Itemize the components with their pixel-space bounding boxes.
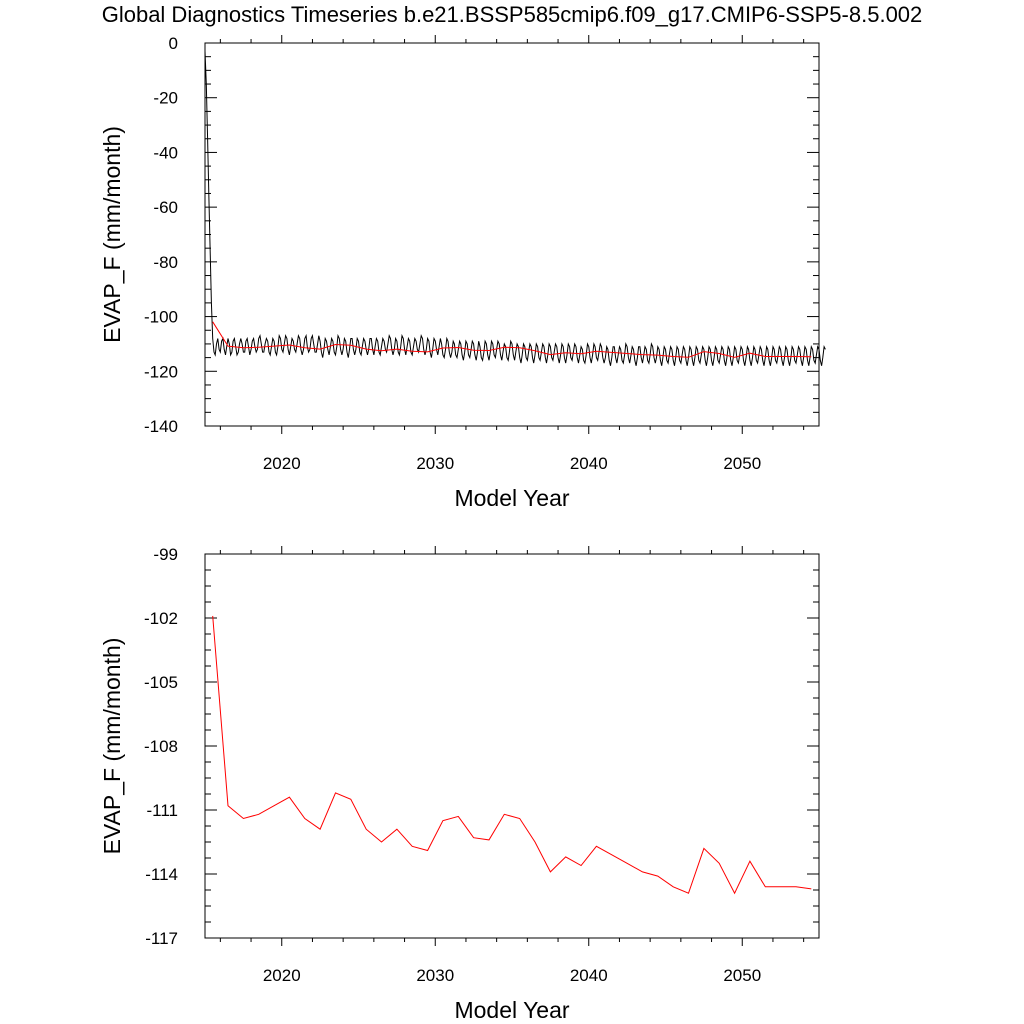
top-y-tick-label: -60 bbox=[153, 198, 178, 217]
bottom-panel-y-tick-labels: -99 -102 -105 -108 -111 -114 -117 bbox=[144, 545, 178, 948]
top-panel: 0-20-40-60-80-100-120-140 2020 2030 2040 20… bbox=[99, 34, 826, 511]
top-panel-annual-series-line bbox=[212, 321, 812, 358]
bottom-panel-annual-series-line bbox=[212, 615, 812, 895]
bottom-panel-x-axis-title: Model Year bbox=[454, 997, 569, 1023]
bottom-y-tick-label: -105 bbox=[144, 673, 178, 692]
top-panel-y-tick-labels: 0 -20 -40 -60 -80 -100 -120 -140 bbox=[144, 34, 178, 436]
bottom-panel-plot-area bbox=[212, 615, 812, 895]
top-panel-ticks bbox=[205, 35, 819, 434]
top-panel-monthly-series-line bbox=[204, 51, 826, 366]
figure-title: Global Diagnostics Timeseries b.e21.BSSP… bbox=[102, 2, 923, 27]
bottom-y-tick-label: -108 bbox=[144, 737, 178, 756]
top-panel-x-tick-labels: 2020 2030 2040 2050 bbox=[263, 454, 761, 473]
bottom-x-tick-label: 2040 bbox=[570, 966, 608, 985]
bottom-panel-frame bbox=[204, 553, 820, 939]
bottom-panel-y-axis-title: EVAP_F (mm/month) bbox=[99, 638, 125, 855]
top-panel-y-axis-title: EVAP_F (mm/month) bbox=[99, 126, 125, 343]
bottom-x-tick-label: 2020 bbox=[263, 966, 301, 985]
top-panel-plot-area bbox=[204, 51, 826, 366]
bottom-y-tick-label: -111 bbox=[146, 801, 178, 820]
bottom-y-tick-label: -117 bbox=[145, 929, 178, 948]
top-y-tick-label: -100 bbox=[144, 308, 178, 327]
top-y-tick-label: -20 bbox=[153, 89, 178, 108]
top-y-tick-label: -40 bbox=[153, 143, 178, 162]
top-x-tick-label: 2040 bbox=[570, 454, 608, 473]
top-y-tick-label: -140 bbox=[144, 417, 178, 436]
top-y-tick-label: -80 bbox=[153, 253, 178, 272]
top-y-tick-label: 0 bbox=[169, 34, 178, 53]
bottom-x-tick-label: 2050 bbox=[723, 966, 761, 985]
top-x-tick-label: 2050 bbox=[723, 454, 761, 473]
bottom-y-tick-label: -102 bbox=[144, 609, 178, 628]
bottom-y-tick-label: -114 bbox=[145, 865, 178, 884]
bottom-panel: -99 -102 -105 -108 -111 -114 -117 2020 2030 2040… bbox=[99, 545, 820, 1023]
bottom-panel-x-tick-labels: 2020 2030 2040 2050 bbox=[263, 966, 761, 985]
top-x-tick-label: 2020 bbox=[263, 454, 301, 473]
bottom-x-tick-label: 2030 bbox=[416, 966, 454, 985]
top-panel-frame bbox=[204, 42, 820, 427]
top-y-tick-label: -120 bbox=[144, 362, 178, 381]
bottom-panel-ticks bbox=[205, 546, 819, 946]
top-panel-x-axis-title: Model Year bbox=[454, 485, 569, 511]
bottom-y-tick-label: -99 bbox=[153, 545, 178, 564]
top-x-tick-label: 2030 bbox=[416, 454, 454, 473]
